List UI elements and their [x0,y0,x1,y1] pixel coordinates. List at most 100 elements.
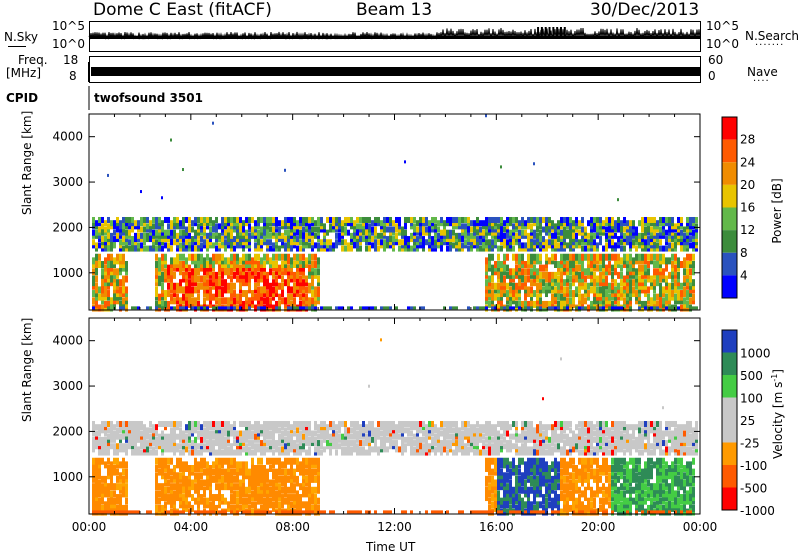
velocity-echo [239,490,242,498]
power-echo [272,242,275,249]
velocity-echo [371,420,374,427]
power-echo [227,268,230,276]
velocity-echo [305,440,308,447]
velocity-echo [134,420,137,427]
power-echo [125,245,128,252]
power-echo [659,245,662,252]
velocity-echo [452,449,455,456]
power-echo [458,236,461,243]
velocity-echo [164,479,167,487]
velocity-echo [161,461,164,469]
velocity-echo [386,424,389,431]
power-echo [458,232,461,239]
power-echo [497,216,500,223]
velocity-echo [98,483,101,491]
velocity-echo [428,420,431,427]
velocity-echo [125,446,128,453]
power-echo [308,257,311,265]
velocity-echo [404,436,407,443]
power-echo [191,290,194,298]
power-echo [206,268,209,276]
power-echo [104,236,107,243]
power-echo [473,226,476,233]
power-echo [203,239,206,246]
power-echo [278,245,281,252]
power-echo [281,290,284,298]
velocity-echo [197,490,200,498]
power-echo [104,304,107,312]
power-echo [170,261,173,268]
power-echo [290,223,293,230]
velocity-echo [92,475,95,483]
velocity-echo [122,468,125,476]
power-echo [257,293,260,301]
velocity-echo [245,420,248,427]
velocity-echo [179,449,182,456]
power-echo [623,290,626,298]
power-echo [122,282,125,290]
power-echo [647,216,650,223]
power-echo [314,242,317,249]
power-echo [662,223,665,230]
power-echo [533,290,536,298]
power-echo [557,220,560,227]
velocity-echo [230,504,233,512]
power-echo [623,275,626,283]
power-echo [626,223,629,230]
power-echo [119,293,122,301]
velocity-echo [272,468,275,476]
power-echo [212,257,215,265]
velocity-echo [140,420,143,427]
power-echo [230,226,233,233]
power-echo [107,275,110,283]
velocity-echo [362,433,365,440]
power-echo [626,264,629,272]
power-echo [296,306,299,310]
power-echo [644,279,647,287]
velocity-echo [125,486,128,494]
velocity-echo [149,449,152,456]
power-echo [428,220,431,227]
power-echo [263,253,266,261]
velocity-echo [356,433,359,440]
power-echo [614,226,617,233]
power-echo [350,216,353,223]
power-echo [323,245,326,252]
velocity-echo [248,472,251,480]
power-echo [533,242,536,249]
velocity-echo [236,436,239,443]
power-echo [560,229,563,236]
power-echo [206,253,209,261]
power-echo [227,223,230,230]
velocity-echo [299,510,302,514]
velocity-echo [194,486,197,494]
velocity-echo [227,461,230,469]
power-echo [590,220,593,227]
power-echo [311,282,314,290]
power-echo [218,242,221,249]
power-echo [158,236,161,243]
velocity-echo [308,465,311,472]
power-echo [263,290,266,298]
velocity-echo [158,490,161,498]
power-echo [470,239,473,246]
power-echo [341,306,344,310]
power-echo [593,300,596,308]
power-echo [620,226,623,233]
velocity-echo [482,449,485,456]
power-echo [260,245,263,252]
velocity-echo [95,430,98,437]
power-echo [611,239,614,246]
power-echo [419,226,422,233]
velocity-echo [296,449,299,456]
power-echo [242,232,245,239]
power-echo [92,257,95,265]
power-echo [365,229,368,236]
velocity-echo [287,430,290,437]
velocity-echo [377,449,380,456]
power-echo [104,257,107,265]
velocity-echo [419,449,422,456]
power-echo [629,220,632,227]
power-echo [482,232,485,239]
power-echo [530,253,533,261]
